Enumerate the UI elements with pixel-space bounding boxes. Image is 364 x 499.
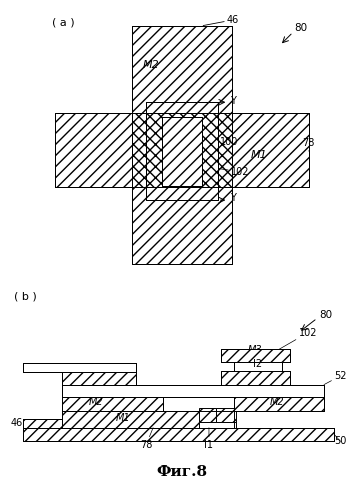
Bar bbox=[23, 419, 62, 428]
Text: 78: 78 bbox=[302, 138, 315, 151]
Bar bbox=[199, 422, 236, 428]
Bar bbox=[234, 397, 324, 411]
Bar bbox=[23, 428, 334, 441]
Bar bbox=[234, 362, 282, 371]
Text: I1: I1 bbox=[205, 428, 213, 450]
Text: 102: 102 bbox=[268, 328, 317, 355]
Bar bbox=[216, 408, 236, 422]
Bar bbox=[55, 113, 309, 187]
Bar bbox=[221, 371, 290, 385]
Bar bbox=[62, 372, 136, 385]
Bar bbox=[23, 363, 136, 372]
Bar bbox=[132, 25, 232, 263]
Bar bbox=[146, 102, 218, 200]
Bar bbox=[132, 25, 232, 263]
Bar bbox=[199, 408, 216, 422]
Bar bbox=[62, 411, 234, 428]
Text: ( b ): ( b ) bbox=[14, 291, 37, 301]
Text: 50: 50 bbox=[334, 435, 347, 446]
Bar bbox=[23, 363, 136, 372]
Text: Y: Y bbox=[230, 96, 236, 106]
Bar bbox=[62, 397, 163, 411]
Bar bbox=[62, 397, 163, 411]
Text: M2: M2 bbox=[269, 397, 284, 407]
Text: 80: 80 bbox=[319, 309, 332, 319]
Text: 100: 100 bbox=[202, 137, 239, 151]
Bar bbox=[146, 102, 218, 200]
Bar bbox=[132, 25, 232, 263]
Text: 46: 46 bbox=[11, 418, 23, 428]
Bar bbox=[132, 113, 232, 187]
Bar bbox=[146, 113, 218, 187]
Bar bbox=[62, 397, 163, 411]
Text: M1: M1 bbox=[251, 150, 268, 160]
Bar bbox=[23, 419, 62, 428]
Text: 78: 78 bbox=[140, 428, 153, 450]
Text: I2: I2 bbox=[253, 359, 262, 369]
Bar bbox=[62, 372, 136, 385]
Text: 102: 102 bbox=[218, 167, 249, 177]
Bar bbox=[132, 113, 232, 187]
Bar bbox=[55, 113, 309, 187]
Bar bbox=[221, 349, 290, 362]
Bar bbox=[55, 113, 309, 187]
Text: 46: 46 bbox=[203, 15, 239, 25]
Bar bbox=[162, 117, 202, 186]
Text: ( a ): ( a ) bbox=[52, 17, 75, 27]
Text: Y: Y bbox=[230, 194, 236, 204]
Bar bbox=[62, 385, 324, 397]
Bar bbox=[62, 385, 324, 397]
Bar bbox=[146, 113, 218, 187]
Bar bbox=[146, 102, 218, 200]
Bar bbox=[221, 371, 290, 385]
Bar bbox=[221, 371, 290, 385]
Bar bbox=[62, 411, 234, 428]
Bar bbox=[23, 428, 334, 441]
Text: M3: M3 bbox=[248, 345, 263, 371]
Bar bbox=[216, 408, 236, 422]
Text: Фиг.8: Фиг.8 bbox=[157, 465, 207, 479]
Bar bbox=[23, 419, 62, 428]
Text: M2: M2 bbox=[142, 60, 159, 70]
Bar bbox=[162, 117, 202, 186]
Bar bbox=[23, 428, 334, 441]
Bar bbox=[62, 372, 136, 385]
Bar bbox=[162, 117, 202, 186]
Bar bbox=[62, 411, 234, 428]
Bar bbox=[221, 349, 290, 362]
Text: M2: M2 bbox=[88, 397, 103, 407]
Bar bbox=[221, 349, 290, 362]
Bar bbox=[199, 408, 216, 422]
Text: 80: 80 bbox=[294, 23, 308, 33]
Bar bbox=[234, 362, 282, 371]
Text: 52: 52 bbox=[324, 371, 347, 385]
Text: M1: M1 bbox=[115, 413, 130, 423]
Bar bbox=[234, 397, 324, 411]
Bar bbox=[234, 397, 324, 411]
